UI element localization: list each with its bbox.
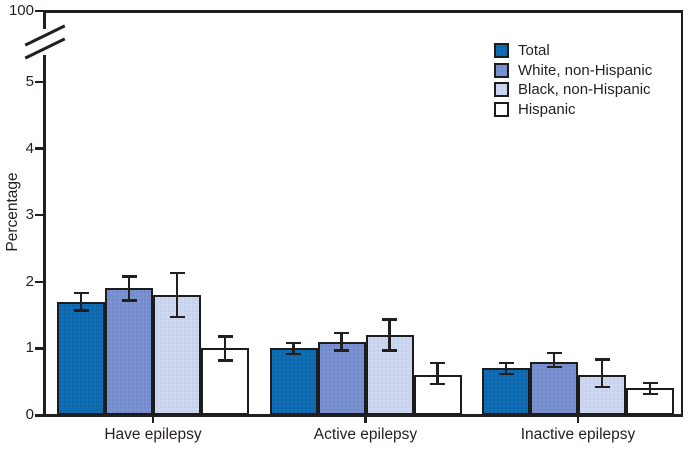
legend-label: Hispanic	[518, 100, 576, 118]
y-tick	[35, 147, 44, 150]
y-tick-label: 2	[25, 272, 34, 290]
error-bar	[642, 381, 658, 395]
legend-label: Black, non-Hispanic	[518, 81, 651, 99]
legend-item: White, non-Hispanic	[494, 61, 652, 81]
legend-swatch-icon	[494, 43, 509, 59]
category-label: Inactive epilepsy	[520, 426, 636, 443]
y-tick-label: 5	[25, 73, 34, 90]
x-tick	[576, 415, 580, 423]
bar-total	[482, 368, 530, 415]
bar-white-non-hispanic	[105, 288, 153, 415]
bar-white-non-hispanic	[530, 361, 578, 415]
y-tick-label: 4	[25, 139, 34, 157]
legend-item: Total	[494, 41, 652, 61]
legend-swatch-icon	[494, 101, 509, 117]
y-tick-label: 0	[25, 406, 34, 423]
axis-break-mask	[40, 29, 49, 55]
category-label: Active epilepsy	[313, 426, 418, 443]
error-bar	[430, 361, 445, 386]
legend-item: Hispanic	[494, 100, 652, 120]
legend-swatch-icon	[494, 82, 509, 98]
error-bar	[382, 318, 397, 352]
y-tick-label: 100	[8, 2, 34, 19]
error-bar	[217, 335, 233, 362]
error-bar	[286, 341, 301, 356]
x-tick	[364, 415, 367, 423]
y-tick	[35, 280, 44, 284]
error-bar	[169, 271, 185, 319]
legend-swatch-icon	[494, 62, 509, 78]
error-bar	[334, 331, 349, 352]
y-tick	[35, 347, 44, 350]
y-tick	[35, 213, 44, 217]
plot-top-border	[43, 10, 683, 13]
legend: Total White, non-Hispanic Black, non-Hispa…	[494, 41, 652, 119]
y-tick-label: 3	[25, 206, 34, 224]
legend-item: Black, non-Hispanic	[494, 80, 652, 100]
error-bar	[121, 275, 137, 302]
bar-black-non-hispanic	[365, 335, 414, 415]
legend-label: White, non-Hispanic	[518, 61, 653, 79]
y-axis-line	[43, 10, 46, 416]
error-bar	[546, 351, 562, 369]
error-bar	[73, 291, 89, 312]
error-bar	[498, 361, 514, 376]
plot-right-border	[680, 10, 683, 416]
x-tick	[151, 415, 155, 423]
y-tick	[35, 9, 44, 13]
bar-total	[269, 348, 318, 415]
bar-white-non-hispanic	[317, 341, 366, 415]
category-label: Have epilepsy	[104, 426, 202, 443]
y-tick-label: 1	[25, 339, 34, 357]
legend-label: Total	[518, 42, 550, 60]
bar-total	[57, 301, 105, 415]
error-bar	[594, 358, 610, 389]
x-axis-line	[35, 414, 683, 417]
y-tick	[35, 80, 44, 84]
